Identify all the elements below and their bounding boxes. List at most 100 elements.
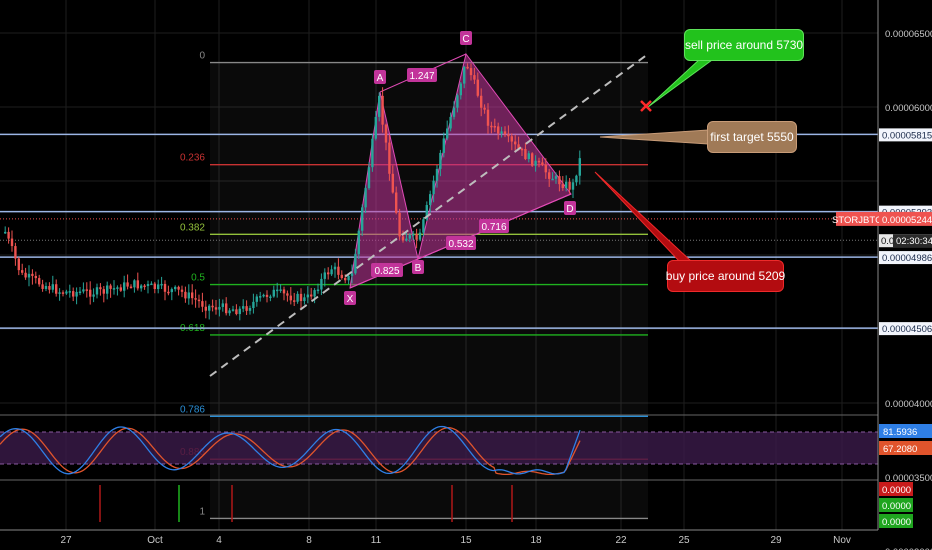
candle-body bbox=[514, 141, 517, 145]
candle-body bbox=[48, 286, 51, 290]
candle-body bbox=[354, 254, 357, 274]
candle-body bbox=[452, 107, 456, 117]
symbol-tag bbox=[836, 211, 879, 226]
candle-body bbox=[554, 176, 558, 179]
candle-body bbox=[473, 75, 476, 80]
candle-body bbox=[364, 188, 367, 208]
candle-body bbox=[282, 289, 286, 294]
candle-body bbox=[575, 175, 578, 183]
candle-body bbox=[146, 283, 150, 287]
first-target-callout[interactable]: first target 5550 bbox=[707, 121, 797, 153]
candle-body bbox=[31, 273, 34, 276]
candle-body bbox=[187, 292, 190, 299]
candle-body bbox=[395, 192, 398, 213]
stoch-d-tag bbox=[879, 441, 932, 455]
fib-level-label: 0.382 bbox=[180, 222, 205, 233]
candle-body bbox=[27, 273, 31, 278]
candle-body bbox=[384, 124, 388, 143]
fib-level-label: 0.236 bbox=[180, 153, 205, 164]
candle-body bbox=[112, 288, 116, 290]
candle-body bbox=[44, 286, 48, 289]
candle-body bbox=[14, 246, 17, 259]
candle-body bbox=[296, 293, 299, 302]
candle-body bbox=[558, 176, 561, 185]
candle-body bbox=[184, 291, 187, 299]
fib-level-label: 1 bbox=[199, 506, 205, 517]
candle-body bbox=[75, 291, 78, 297]
candle-body bbox=[72, 291, 75, 297]
candle-body bbox=[92, 294, 95, 297]
candle-body bbox=[388, 142, 391, 174]
volume-tag bbox=[879, 514, 913, 528]
candle-body bbox=[466, 66, 469, 69]
candle-body bbox=[510, 136, 513, 142]
dashed-trend-line bbox=[209, 53, 649, 377]
candle-body bbox=[337, 266, 340, 275]
candle-body bbox=[204, 306, 207, 311]
candle-body bbox=[177, 286, 180, 290]
time-tick-label: Nov bbox=[833, 535, 851, 546]
countdown-label: 02:30:34 bbox=[896, 236, 932, 247]
pattern-ratio-badge bbox=[446, 236, 476, 250]
candle-body bbox=[157, 284, 160, 290]
candle-body bbox=[408, 235, 411, 239]
buy-callout[interactable]: buy price around 5209 bbox=[666, 260, 785, 292]
candle-body bbox=[456, 95, 459, 108]
candle-body bbox=[65, 291, 68, 294]
candle-body bbox=[197, 299, 201, 302]
candle-body bbox=[367, 167, 371, 189]
current-price-tag bbox=[879, 211, 932, 226]
stoch-k-label: 81.5936 bbox=[883, 427, 917, 438]
candle-body bbox=[310, 294, 313, 297]
candle-body bbox=[41, 284, 44, 289]
level-tag-label: 0.00004986 bbox=[882, 253, 932, 264]
time-tick-label: 18 bbox=[530, 535, 542, 546]
candle-body bbox=[272, 289, 275, 297]
candle-body bbox=[330, 269, 333, 275]
price-tick-label: 0.00006500 bbox=[885, 29, 932, 40]
stoch-k-tag bbox=[879, 424, 932, 438]
level-tag bbox=[879, 128, 932, 142]
candle-body bbox=[269, 296, 272, 298]
candle-body bbox=[561, 184, 564, 188]
candle-body bbox=[425, 205, 428, 220]
candle-body bbox=[463, 66, 466, 84]
candle-body bbox=[493, 125, 496, 128]
current-price-label: 0.00005244 bbox=[882, 215, 932, 226]
stoch-d-label: 67.2080 bbox=[883, 444, 917, 455]
time-tick-label: 4 bbox=[216, 535, 222, 546]
time-tick-label: 15 bbox=[460, 535, 472, 546]
candle-body bbox=[255, 296, 258, 302]
candle-body bbox=[391, 173, 394, 193]
candle-body bbox=[194, 298, 197, 300]
candle-body bbox=[340, 274, 343, 278]
candle-body bbox=[265, 294, 269, 297]
candle-body bbox=[136, 280, 139, 289]
candle-body bbox=[7, 231, 10, 239]
candle-body bbox=[167, 291, 170, 294]
candle-body bbox=[374, 116, 377, 139]
sell-arrow bbox=[647, 57, 714, 108]
fib-level-label: 0 bbox=[199, 51, 205, 62]
level-tag bbox=[879, 322, 932, 336]
price-axis: 0.00006500 0.00006000 0.00004000 0.00003500… bbox=[832, 0, 932, 550]
sell-callout[interactable]: sell price around 5730 bbox=[684, 29, 804, 61]
candle-body bbox=[405, 238, 408, 241]
candle-body bbox=[228, 310, 231, 314]
candle-body bbox=[259, 296, 262, 298]
candle-body bbox=[503, 131, 507, 135]
candle-body bbox=[486, 109, 490, 126]
candle-body bbox=[527, 153, 530, 160]
candle-body bbox=[531, 153, 534, 166]
pattern-point-label: C bbox=[462, 34, 469, 45]
candle-body bbox=[160, 283, 163, 286]
candle-body bbox=[446, 128, 449, 139]
pattern-point-label: A bbox=[377, 73, 384, 84]
candle-body bbox=[381, 95, 384, 125]
candle-body bbox=[490, 125, 493, 128]
candle-body bbox=[82, 289, 85, 292]
candle-body bbox=[218, 306, 221, 310]
candle-body bbox=[279, 289, 282, 291]
candle-body bbox=[10, 238, 14, 247]
